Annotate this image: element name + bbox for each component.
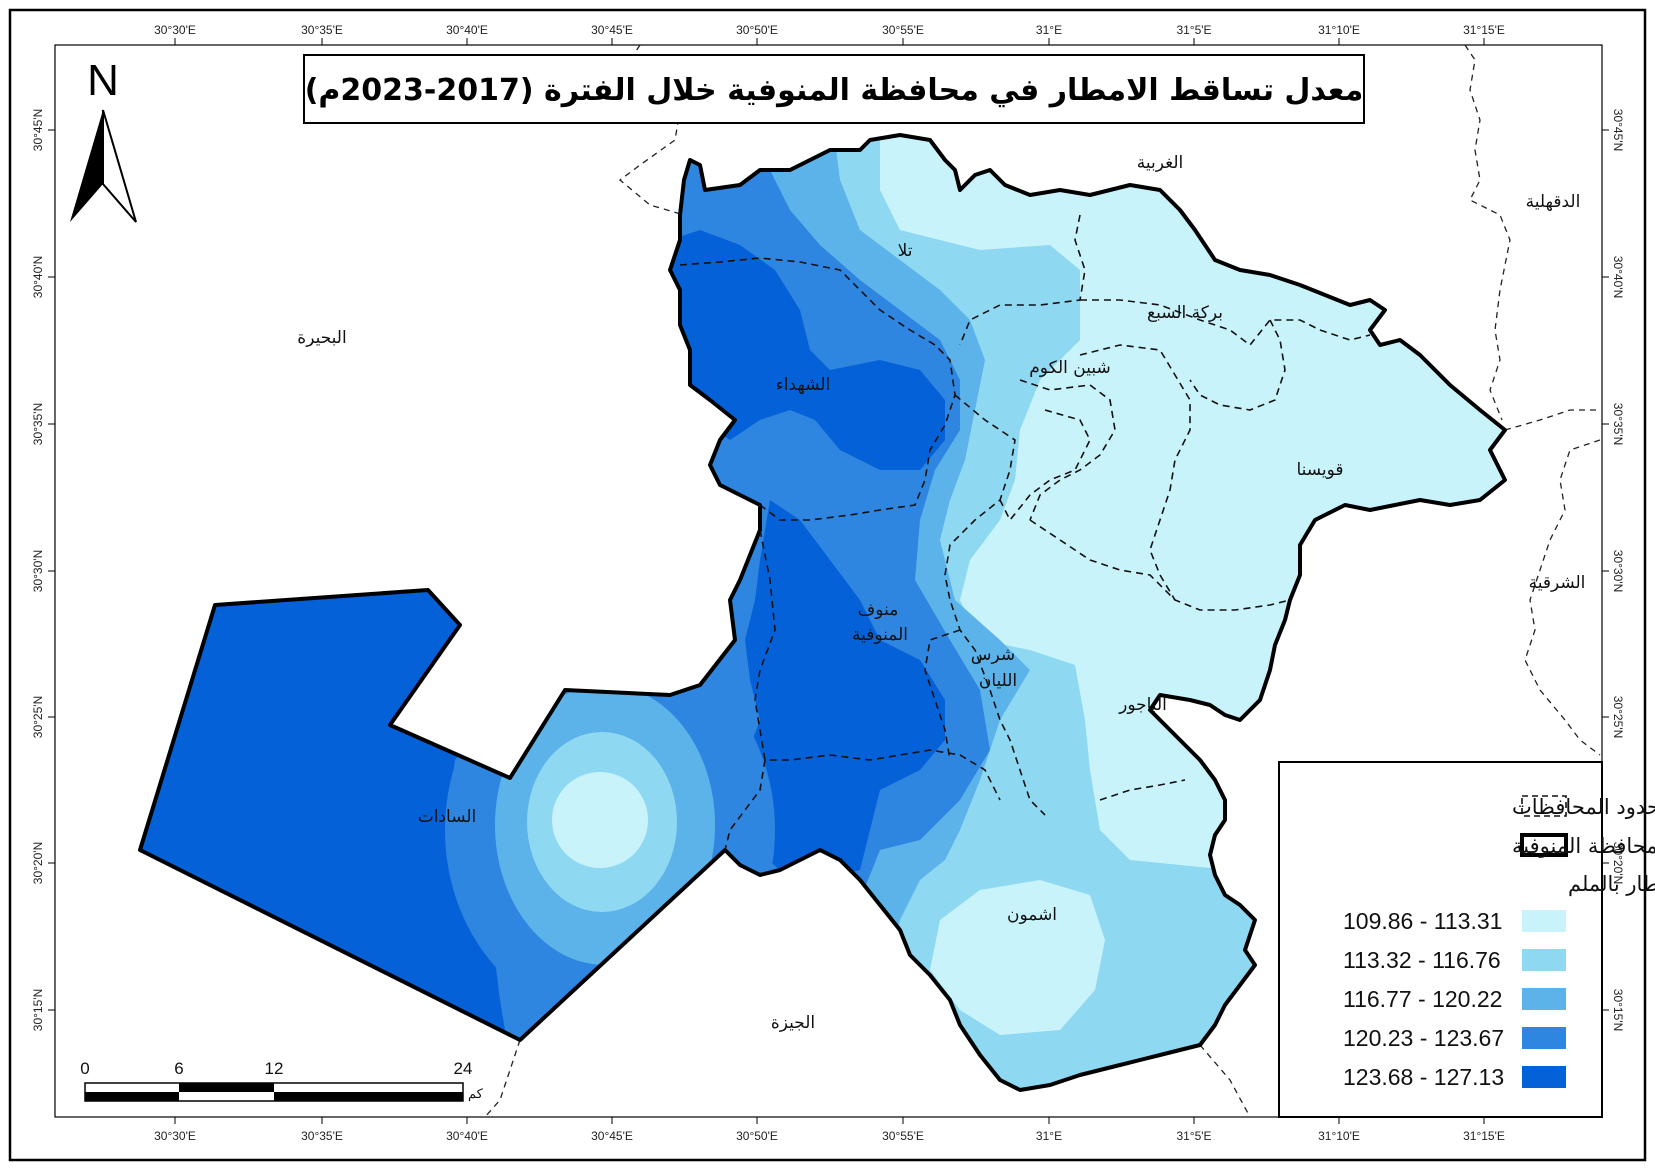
scale-unit: كم	[468, 1086, 484, 1102]
scale-bar: 0 6 12 24 كم	[80, 1059, 483, 1102]
label-menouf-1: منوف	[858, 600, 899, 620]
title-text: معدل تساقط الامطار في محافظة المنوفية خل…	[305, 73, 1364, 108]
legend-class-label: 109.86 - 113.31	[1343, 908, 1502, 934]
lon-label: 30°35'E	[301, 1129, 343, 1143]
lon-label: 31°15'E	[1463, 23, 1505, 37]
label-beheira: البحيرة	[297, 328, 346, 348]
longitude-labels-bottom: 30°30'E 30°35'E 30°40'E 30°45'E 30°50'E …	[154, 1129, 1505, 1143]
label-tala: تلا	[898, 241, 913, 261]
label-dakahlia: الدقهلية	[1526, 192, 1581, 212]
lat-label: 30°15'N	[1611, 989, 1625, 1031]
scale-tick-0: 0	[80, 1059, 89, 1078]
label-shohadaa: الشهداء	[776, 375, 831, 395]
lon-label: 30°50'E	[736, 1129, 778, 1143]
legend-classes: 109.86 - 113.31 113.32 - 116.76 116.77 - 1…	[1343, 908, 1566, 1090]
legend-class-label: 113.32 - 116.76	[1343, 947, 1501, 973]
legend-class-swatch	[1522, 1066, 1566, 1088]
lat-label: 30°35'N	[31, 403, 45, 445]
label-sharqia: الشرقية	[1529, 573, 1586, 593]
label-bagour: الباجور	[1118, 695, 1167, 715]
legend-class-label: 116.77 - 120.22	[1343, 986, 1502, 1012]
label-sadat: السادات	[418, 807, 477, 827]
lat-label: 30°20'N	[31, 842, 45, 884]
lat-label: 30°15'N	[31, 989, 45, 1031]
graticule-ticks	[48, 38, 1609, 1124]
label-menouf-2: المنوفية	[852, 625, 908, 645]
latitude-labels-right: 30°45'N 30°40'N 30°35'N 30°30'N 30°25'N …	[1611, 109, 1625, 1031]
lat-label: 30°45'N	[1611, 109, 1625, 151]
neighbor-labels: البحيرة الغربية الدقهلية الشرقية الجيزة	[297, 153, 1585, 1033]
lon-label: 30°45'E	[591, 23, 633, 37]
north-arrow-icon: N	[70, 56, 137, 223]
lat-label: 30°35'N	[1611, 403, 1625, 445]
menoufia-boundary	[138, 133, 1507, 1092]
district-borders	[679, 214, 1371, 851]
lon-label: 30°40'E	[446, 1129, 488, 1143]
lon-label: 30°45'E	[591, 1129, 633, 1143]
lat-label: 30°40'N	[31, 256, 45, 298]
legend-class-swatch	[1522, 949, 1566, 971]
lat-label: 30°25'N	[1611, 696, 1625, 738]
label-giza: الجيزة	[771, 1013, 815, 1033]
lon-label: 30°50'E	[736, 23, 778, 37]
label-ashmoun: اشمون	[1007, 905, 1057, 925]
legend-borders-label: حدود المحافظات	[1512, 795, 1655, 819]
district-labels: تلا بركة السبع شبين الكوم الشهداء قويسنا…	[418, 241, 1344, 925]
legend: حدود المحافظات محافظة المنوفية الامطار ب…	[1278, 761, 1655, 1118]
lat-label: 30°45'N	[31, 109, 45, 151]
label-quesna: قويسنا	[1296, 460, 1343, 480]
scale-tick-24: 24	[454, 1059, 473, 1078]
lon-label: 30°30'E	[154, 1129, 196, 1143]
lat-label: 30°30'N	[31, 550, 45, 592]
lon-label: 31°E	[1036, 1129, 1062, 1143]
legend-rain-title: الامطار بالملم	[1568, 872, 1655, 897]
label-gharbia: الغربية	[1137, 153, 1183, 173]
legend-gov-label: محافظة المنوفية	[1512, 834, 1655, 858]
lat-label: 30°40'N	[1611, 256, 1625, 298]
longitude-labels-top: 30°30'E 30°35'E 30°40'E 30°45'E 30°50'E …	[154, 23, 1505, 37]
neighbor-borders	[484, 44, 1601, 1118]
legend-class-swatch	[1522, 988, 1566, 1010]
scale-tick-6: 6	[174, 1059, 183, 1078]
lat-label: 30°25'N	[31, 696, 45, 738]
legend-solid-swatch	[1520, 833, 1568, 857]
lat-label: 30°20'N	[1611, 842, 1625, 884]
lon-label: 30°40'E	[446, 23, 488, 37]
lon-label: 31°5'E	[1176, 1129, 1211, 1143]
lon-label: 30°30'E	[154, 23, 196, 37]
label-birket-elsabaa: بركة السبع	[1147, 303, 1223, 323]
lon-label: 30°35'E	[301, 23, 343, 37]
lon-label: 31°5'E	[1176, 23, 1211, 37]
label-shirbin-1: شرس	[971, 645, 1015, 665]
legend-class-label: 120.23 - 123.67	[1343, 1025, 1504, 1051]
legend-dashed-swatch	[1521, 795, 1567, 817]
legend-class-label: 123.68 - 127.13	[1343, 1064, 1504, 1090]
lon-label: 30°55'E	[882, 1129, 924, 1143]
map-title: معدل تساقط الامطار في محافظة المنوفية خل…	[303, 54, 1365, 124]
scale-tick-12: 12	[265, 1059, 284, 1078]
latitude-labels-left: 30°45'N 30°40'N 30°35'N 30°30'N 30°25'N …	[31, 109, 45, 1031]
lon-label: 31°E	[1036, 23, 1062, 37]
legend-class-swatch	[1522, 910, 1566, 932]
label-shirbin-2: الليان	[979, 671, 1017, 691]
lon-label: 30°55'E	[882, 23, 924, 37]
legend-class-swatch	[1522, 1027, 1566, 1049]
lon-label: 31°10'E	[1318, 23, 1360, 37]
label-shebin: شبين الكوم	[1029, 358, 1110, 378]
outer-frame	[8, 8, 1647, 1162]
lon-label: 31°15'E	[1463, 1129, 1505, 1143]
lat-label: 30°30'N	[1611, 550, 1625, 592]
lon-label: 31°10'E	[1318, 1129, 1360, 1143]
north-label: N	[87, 56, 119, 105]
